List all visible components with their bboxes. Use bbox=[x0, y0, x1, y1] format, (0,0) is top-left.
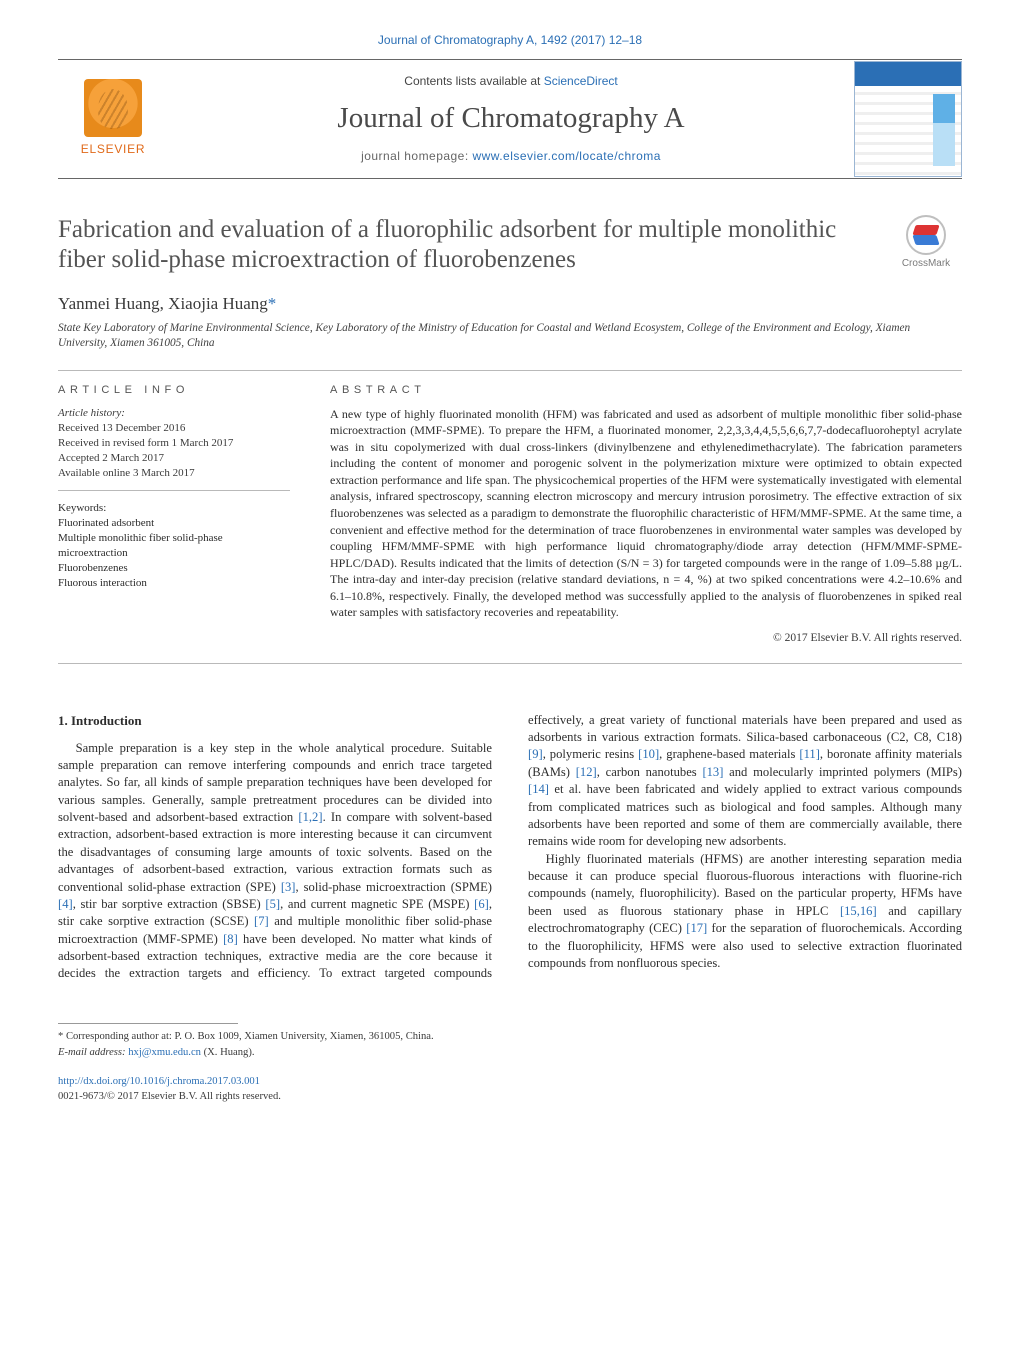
body-text: , carbon nanotubes bbox=[597, 765, 703, 779]
crossmark-icon bbox=[906, 215, 946, 255]
corresponding-email-link[interactable]: hxj@xmu.edu.cn bbox=[128, 1047, 201, 1058]
contents-prefix: Contents lists available at bbox=[404, 74, 543, 88]
body-text: and multiple monolithic fiber solid-phas… bbox=[269, 914, 492, 928]
article-title: Fabrication and evaluation of a fluoroph… bbox=[58, 215, 866, 276]
citation-link[interactable]: [1,2] bbox=[298, 810, 322, 824]
citation-link[interactable]: [4] bbox=[58, 897, 73, 911]
issn-copyright-line: 0021-9673/© 2017 Elsevier B.V. All right… bbox=[58, 1091, 281, 1102]
citation-link[interactable]: [12] bbox=[576, 765, 597, 779]
keyword-item: Fluorobenzenes bbox=[58, 561, 290, 576]
history-item: Received 13 December 2016 bbox=[58, 421, 290, 436]
journal-homepage-link[interactable]: www.elsevier.com/locate/chroma bbox=[472, 149, 660, 163]
citation-link[interactable]: [3] bbox=[281, 880, 296, 894]
body-text: , solid-phase microextraction (SPME) bbox=[296, 880, 493, 894]
history-label: Article history: bbox=[58, 406, 290, 421]
doi-link[interactable]: http://dx.doi.org/10.1016/j.chroma.2017.… bbox=[58, 1076, 260, 1087]
citation-link[interactable]: [6] bbox=[474, 897, 489, 911]
masthead-center: Contents lists available at ScienceDirec… bbox=[178, 63, 844, 174]
journal-issue-ref: Journal of Chromatography A, 1492 (2017)… bbox=[58, 32, 962, 49]
keyword-item: Multiple monolithic fiber solid-phase mi… bbox=[58, 531, 290, 561]
section-heading-introduction: 1. Introduction bbox=[58, 712, 492, 730]
contents-available-line: Contents lists available at ScienceDirec… bbox=[178, 73, 844, 90]
divider bbox=[58, 370, 962, 371]
history-item: Accepted 2 March 2017 bbox=[58, 451, 290, 466]
citation-link[interactable]: [5] bbox=[265, 897, 280, 911]
masthead: ELSEVIER Contents lists available at Sci… bbox=[58, 59, 962, 179]
email-tail: (X. Huang). bbox=[201, 1047, 255, 1058]
keywords-block: Keywords: Fluorinated adsorbent Multiple… bbox=[58, 501, 290, 592]
keywords-label: Keywords: bbox=[58, 501, 290, 516]
corresponding-author-note: * Corresponding author at: P. O. Box 100… bbox=[58, 1030, 962, 1045]
history-item: Received in revised form 1 March 2017 bbox=[58, 436, 290, 451]
citation-link[interactable]: [10] bbox=[638, 747, 659, 761]
article-info-heading: ARTICLE INFO bbox=[58, 383, 290, 398]
citation-link[interactable]: [17] bbox=[686, 921, 707, 935]
authors-names: Yanmei Huang, Xiaojia Huang bbox=[58, 294, 268, 313]
abstract-copyright: © 2017 Elsevier B.V. All rights reserved… bbox=[330, 631, 962, 647]
citation-link[interactable]: [11] bbox=[799, 747, 820, 761]
history-item: Available online 3 March 2017 bbox=[58, 466, 290, 481]
elsevier-tree-icon bbox=[84, 79, 142, 137]
article-head: Fabrication and evaluation of a fluoroph… bbox=[58, 215, 962, 276]
citation-link[interactable]: [9] bbox=[528, 747, 543, 761]
footnotes: * Corresponding author at: P. O. Box 100… bbox=[58, 1023, 962, 1104]
article-info-column: ARTICLE INFO Article history: Received 1… bbox=[58, 383, 290, 647]
body-text: et al. have been fabricated and widely a… bbox=[528, 782, 962, 848]
body-text: , polymeric resins bbox=[543, 747, 638, 761]
email-line: E-mail address: hxj@xmu.edu.cn (X. Huang… bbox=[58, 1046, 962, 1061]
citation-link[interactable]: [7] bbox=[254, 914, 269, 928]
crossmark-label: CrossMark bbox=[902, 257, 950, 271]
body-text: and molecularly imprinted polymers (MIPs… bbox=[723, 765, 962, 779]
citation-link[interactable]: [13] bbox=[702, 765, 723, 779]
body-text: , graphene-based materials bbox=[659, 747, 799, 761]
article-history-block: Article history: Received 13 December 20… bbox=[58, 406, 290, 491]
authors-line: Yanmei Huang, Xiaojia Huang* bbox=[58, 292, 962, 315]
journal-cover-thumbnail bbox=[854, 61, 962, 177]
body-text: , and current magnetic SPE (MSPE) bbox=[280, 897, 474, 911]
body-text: , stir bar sorptive extraction (SBSE) bbox=[73, 897, 266, 911]
body-columns: 1. Introduction Sample preparation is a … bbox=[58, 712, 962, 983]
footnote-rule bbox=[58, 1023, 238, 1024]
journal-homepage-line: journal homepage: www.elsevier.com/locat… bbox=[178, 148, 844, 165]
citation-link[interactable]: [15,16] bbox=[840, 904, 877, 918]
abstract-column: ABSTRACT A new type of highly fluorinate… bbox=[330, 383, 962, 647]
citation-link[interactable]: [8] bbox=[223, 932, 238, 946]
homepage-prefix: journal homepage: bbox=[361, 149, 472, 163]
abstract-text: A new type of highly fluorinated monolit… bbox=[330, 406, 962, 621]
keyword-item: Fluorinated adsorbent bbox=[58, 516, 290, 531]
publisher-wordmark: ELSEVIER bbox=[81, 141, 145, 158]
citation-link[interactable]: [14] bbox=[528, 782, 549, 796]
journal-name: Journal of Chromatography A bbox=[178, 98, 844, 138]
doi-block: http://dx.doi.org/10.1016/j.chroma.2017.… bbox=[58, 1075, 962, 1104]
keyword-item: Fluorous interaction bbox=[58, 576, 290, 591]
affiliation: State Key Laboratory of Marine Environme… bbox=[58, 321, 962, 352]
intro-paragraph-2: Highly fluorinated materials (HFMS) are … bbox=[528, 851, 962, 973]
sciencedirect-link[interactable]: ScienceDirect bbox=[544, 74, 618, 88]
body-text: microextraction (MMF-SPME) bbox=[58, 932, 223, 946]
info-abstract-row: ARTICLE INFO Article history: Received 1… bbox=[58, 383, 962, 664]
publisher-block: ELSEVIER bbox=[58, 79, 168, 158]
corresponding-marker: * bbox=[268, 294, 277, 313]
email-label: E-mail address: bbox=[58, 1047, 128, 1058]
crossmark-widget[interactable]: CrossMark bbox=[890, 215, 962, 271]
abstract-heading: ABSTRACT bbox=[330, 383, 962, 398]
